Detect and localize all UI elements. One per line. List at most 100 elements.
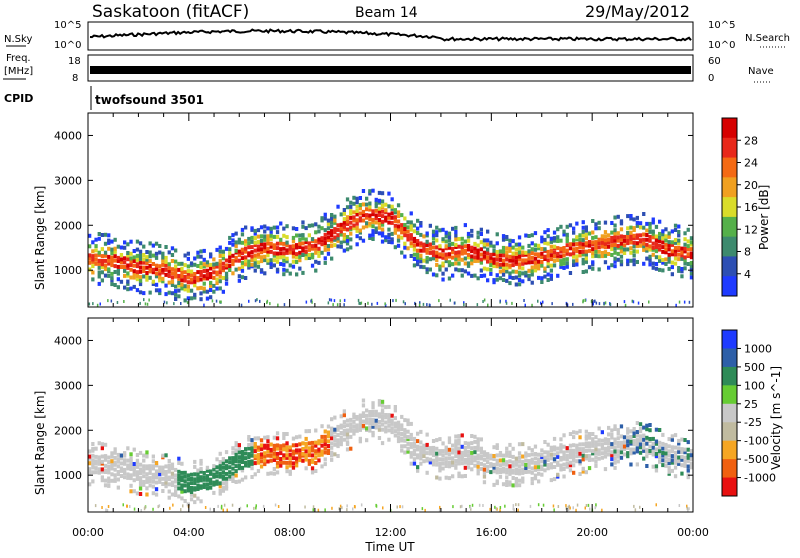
velocity-echo-cell [269,458,273,463]
power-echo-cell [298,258,302,263]
power-echo-cell [174,284,178,289]
velocity-echo-cell [597,456,601,461]
power-echo-cell [123,245,127,250]
colorbar-frame [721,329,738,497]
power-echo-cell [444,230,448,235]
colorbar-tick-label: 500 [744,361,765,374]
power-echo-cell [635,223,639,228]
velocity-echo-cell [390,418,394,423]
power-echo-cell [406,237,410,242]
velocity-echo-cell [581,442,585,447]
velocity-echo-cell [234,443,238,448]
power-echo-cell [263,234,267,239]
velocity-echo-cell [218,481,222,486]
velocity-echo-cell [288,456,292,461]
velocity-echo-cell [569,506,571,510]
power-echo-cell [247,259,251,264]
power-echo-cell [256,234,261,239]
power-echo-cell [460,251,464,256]
power-echo-cell [664,227,668,232]
velocity-echo-cell [431,439,436,443]
power-echo-cell [393,227,397,232]
power-echo-cell [295,233,299,238]
power-echo-cell [683,246,687,251]
velocity-echo-cell [224,459,229,464]
velocity-echo-cell [508,442,512,447]
velocity-echo-cell [492,482,496,487]
power-echo-cell [463,269,467,274]
power-echo-cell [384,302,386,306]
velocity-echo-cell [680,450,684,454]
velocity-echo-cell [651,452,655,457]
power-echo-cell [240,232,245,237]
power-echo-cell [231,262,235,267]
velocity-echo-cell [549,465,553,470]
power-echo-cell [123,265,127,269]
velocity-echo-cell [154,472,159,477]
power-echo-cell [266,299,269,303]
power-echo-cell [180,286,184,291]
velocity-echo-cell [451,460,455,465]
power-echo-cell [151,267,155,272]
power-echo-cell [629,225,633,230]
power-echo-cell [619,259,624,264]
power-echo-cell [451,262,455,267]
power-echo-cell [530,272,534,277]
power-echo-cell [581,220,585,225]
velocity-echo-cell [358,427,362,432]
power-echo-cell [330,237,334,242]
velocity-echo-cell [291,456,296,461]
power-echo-cell [667,252,671,257]
power-echo-cell [460,248,464,253]
power-echo-cell [234,231,238,236]
power-echo-cell [575,254,579,259]
power-echo-cell [107,246,111,251]
velocity-echo-cell [170,462,175,467]
velocity-echo-cell [638,442,643,447]
velocity-echo-cell [466,449,471,454]
power-echo-cell [431,233,436,238]
velocity-echo-cell [537,457,541,462]
power-echo-cell [298,245,302,249]
power-echo-cell [457,237,461,241]
velocity-echo-cell [607,445,611,450]
velocity-echo-cell [661,453,665,458]
velocity-echo-cell [228,456,232,461]
velocity-echo-cell [607,425,611,430]
velocity-echo-cell [237,455,241,460]
power-echo-cell [142,257,146,262]
power-echo-cell [530,241,534,246]
velocity-echo-cell [199,469,203,474]
power-echo-cell [524,270,528,275]
power-echo-cell [422,258,426,263]
velocity-echo-cell [686,506,688,510]
power-echo-cell [390,237,394,242]
power-echo-cell [167,290,171,295]
power-echo-cell [498,253,503,258]
power-echo-cell [651,217,655,222]
power-echo-cell [603,253,608,258]
power-echo-cell [451,246,455,251]
power-echo-cell [610,247,614,252]
power-echo-cell [365,202,369,207]
power-echo-cell [501,264,506,269]
velocity-echo-cell [578,459,582,464]
velocity-echo-cell [138,471,143,476]
velocity-echo-cell [524,466,528,470]
power-echo-cell [648,262,652,267]
nsky-trace [89,28,692,42]
cpid-row: CPID twofsound 3501 [4,86,204,110]
power-echo-cell [428,242,432,247]
power-echo-cell [444,239,448,244]
velocity-echo-cell [205,482,210,487]
velocity-echo-cell [479,461,483,466]
velocity-echo-cell [559,456,563,460]
velocity-echo-cell [205,486,210,491]
velocity-echo-cell [331,506,333,510]
power-echo-cell [425,247,429,252]
velocity-echo-cell [501,469,506,474]
velocity-echo-cell [416,444,420,449]
velocity-echo-cell [282,460,286,465]
power-echo-cell [533,265,538,269]
power-echo-cell [138,256,143,261]
